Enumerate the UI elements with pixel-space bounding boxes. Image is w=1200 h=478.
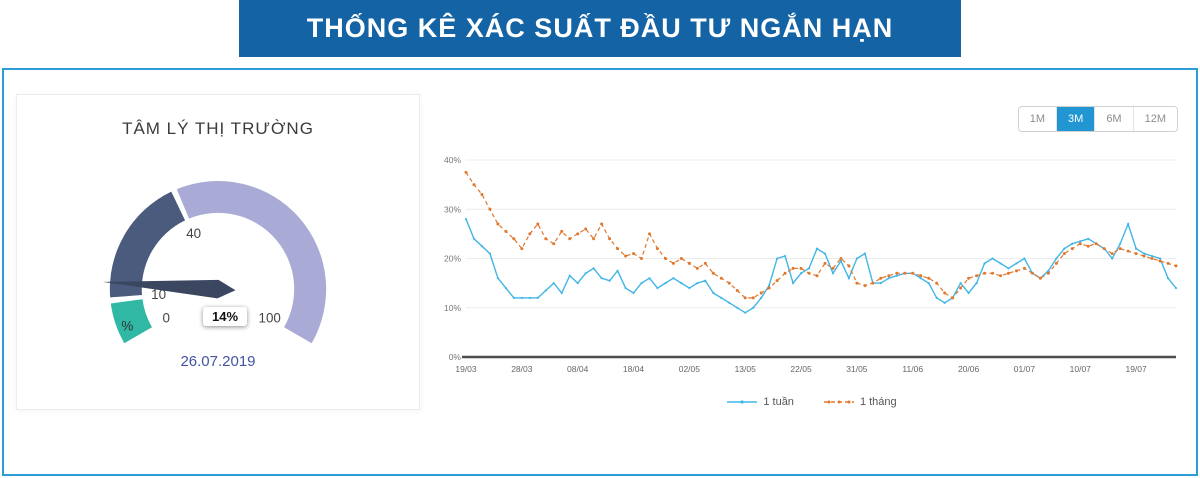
probability-chart: 0%10%20%30%40%19/03 28/03 08/04 18/04 02/05 1… [444, 155, 1178, 374]
svg-text:20/06: 20/06 [958, 364, 980, 374]
legend-label: 1 tháng [859, 396, 897, 408]
chart-series-month [464, 170, 1178, 300]
svg-text:19/03: 19/03 [455, 364, 477, 374]
svg-text:13/05: 13/05 [735, 364, 757, 374]
chart-gridlines [466, 159, 1176, 309]
svg-text:01/07: 01/07 [1014, 364, 1036, 374]
content-frame: TÂM LÝ THỊ TRƯỜNG 0 10 40 100% 14% 26.07.20… [2, 68, 1198, 476]
gauge-tick-labels: 0 10 40 100 [151, 226, 281, 325]
gauge-title: TÂM LÝ THỊ TRƯỜNG [122, 119, 314, 138]
gauge-unit-label: % [121, 318, 133, 333]
legend-line-sample [823, 400, 854, 404]
svg-text:40: 40 [186, 226, 201, 241]
legend-item-week[interactable]: 1 tuần [727, 396, 794, 408]
svg-text:08/04: 08/04 [567, 364, 589, 374]
page-banner: THỐNG KÊ XÁC SUẤT ĐẦU TƯ NGẮN HẠN [239, 0, 961, 57]
probability-chart-box: 0% 10% 20% 30% 40% 19/03 28/03 08/04 18/04 02/05 1… [434, 152, 1190, 408]
svg-text:40%: 40% [444, 155, 461, 165]
range-button-6m[interactable]: 6M [1094, 107, 1133, 131]
svg-text:0: 0 [163, 311, 170, 326]
svg-text:22/05: 22/05 [790, 364, 812, 374]
svg-text:31/05: 31/05 [846, 364, 868, 374]
gauge-date: 26.07.2019 [180, 353, 256, 370]
page-title: THỐNG KÊ XÁC SUẤT ĐẦU TƯ NGẮN HẠN [306, 13, 894, 43]
legend-item-month[interactable]: 1 tháng [823, 396, 897, 408]
legend-line-sample [727, 400, 758, 404]
range-selector: 1M 3M 6M 12M [1017, 106, 1178, 132]
chart-legend: 1 tuần 1 tháng [434, 396, 1190, 408]
svg-text:28/03: 28/03 [511, 364, 533, 374]
range-button-1m[interactable]: 1M [1018, 107, 1057, 131]
svg-text:18/04: 18/04 [623, 364, 645, 374]
svg-text:11/06: 11/06 [902, 364, 923, 374]
svg-text:10: 10 [151, 287, 166, 302]
gauge-value-badge: 14% [203, 307, 248, 326]
svg-text:19/07: 19/07 [1125, 364, 1147, 374]
gauge-needle-pivot [213, 285, 223, 294]
svg-text:02/05: 02/05 [679, 364, 701, 374]
svg-text:20%: 20% [444, 254, 461, 264]
svg-text:10%: 10% [444, 303, 461, 313]
chart-y-axis-labels: 0% 10% 20% 30% 40% [444, 155, 461, 362]
legend-label: 1 tuần [763, 396, 794, 408]
chart-series-week [464, 218, 1178, 314]
svg-text:0%: 0% [449, 352, 462, 362]
sentiment-gauge-wrap: 0 10 40 100% 14% [53, 147, 383, 353]
sentiment-gauge: 0 10 40 100% [102, 180, 327, 344]
chart-x-axis-labels: 19/03 28/03 08/04 18/04 02/05 13/05 22/05 31/05… [455, 364, 1147, 374]
market-sentiment-card: TÂM LÝ THỊ TRƯỜNG 0 10 40 100% 14% 26.07.20… [16, 94, 420, 410]
svg-text:100: 100 [259, 311, 281, 326]
gauge-arc-segments [109, 180, 327, 344]
svg-text:30%: 30% [444, 204, 461, 214]
range-button-3m[interactable]: 3M [1056, 107, 1095, 131]
svg-text:10/07: 10/07 [1070, 364, 1092, 374]
range-button-12m[interactable]: 12M [1132, 107, 1177, 131]
gauge-needle [102, 279, 236, 299]
